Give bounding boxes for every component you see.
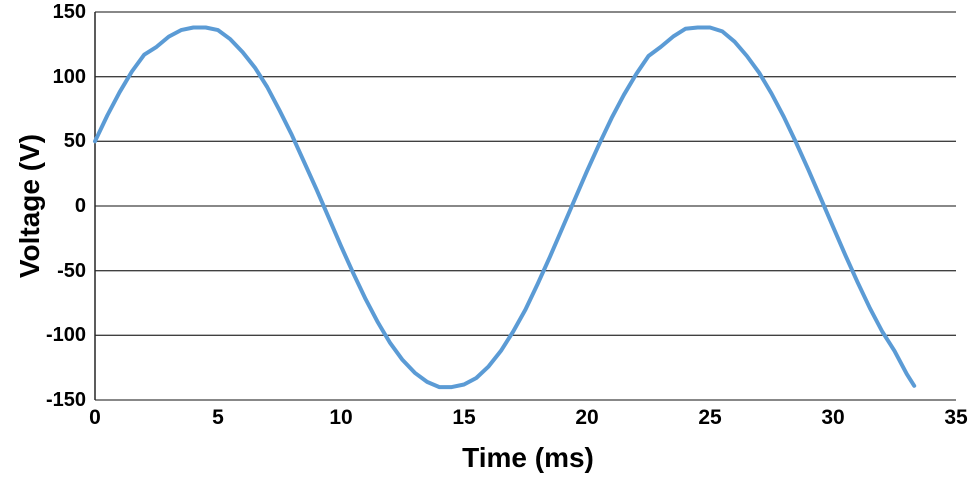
y-axis-title: Voltage (V) xyxy=(14,133,45,279)
x-tick-label: 20 xyxy=(575,406,599,429)
y-tick-label: -150 xyxy=(45,389,86,411)
x-tick-label: 15 xyxy=(452,406,476,429)
voltage-series-line xyxy=(93,25,917,390)
y-tick-label: 50 xyxy=(63,130,86,153)
x-tick-label: 35 xyxy=(944,406,968,429)
x-tick-label: 0 xyxy=(89,406,101,429)
x-tick-label: 10 xyxy=(329,406,353,429)
y-tick-label: -50 xyxy=(57,259,86,282)
y-tick-label: 150 xyxy=(52,1,86,23)
x-tick-label: 25 xyxy=(698,406,722,429)
y-tick-label: -100 xyxy=(45,324,86,347)
y-tick-label: 0 xyxy=(74,195,86,217)
x-tick-label: 5 xyxy=(212,406,224,429)
y-tick-label: 100 xyxy=(52,65,86,88)
x-axis-title: Time (ms) xyxy=(462,442,594,473)
x-tick-label: 30 xyxy=(821,406,845,429)
